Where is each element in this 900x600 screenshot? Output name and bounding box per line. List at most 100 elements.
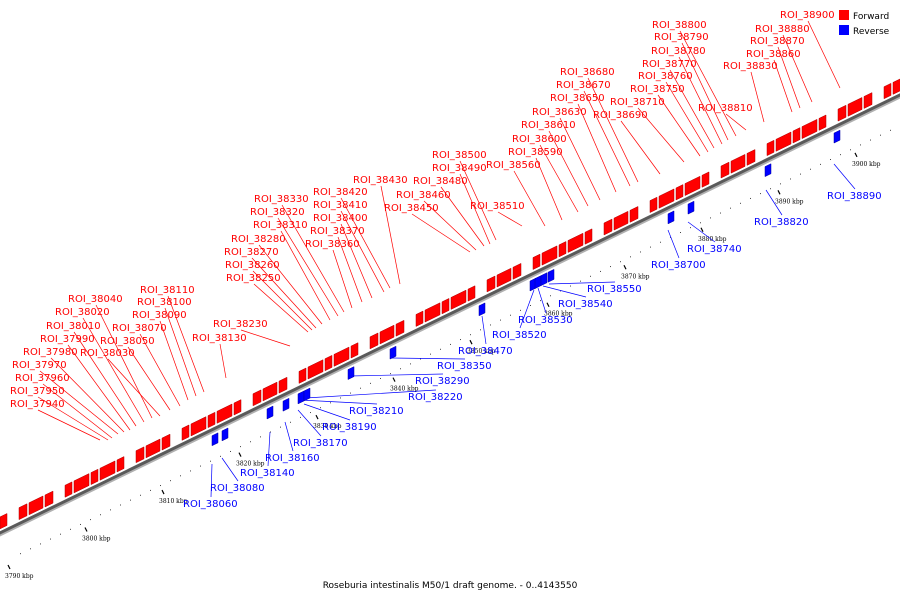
forward-gene-label: ROI_38650 <box>550 93 605 104</box>
forward-gene-label: ROI_38750 <box>630 84 685 95</box>
leader-line <box>303 403 351 421</box>
axis-dot <box>40 543 41 545</box>
forward-gene-label: ROI_38320 <box>250 207 305 218</box>
forward-gene-label: ROI_38830 <box>723 61 778 72</box>
forward-gene <box>90 468 99 486</box>
forward-gene-label: ROI_38810 <box>698 103 753 114</box>
forward-gene-label: ROI_38480 <box>413 176 468 187</box>
tick-label: 3830 kbp <box>313 423 342 430</box>
leader-line <box>679 30 737 137</box>
leader-line <box>725 113 747 131</box>
forward-gene <box>350 342 359 359</box>
forward-gene <box>467 285 476 302</box>
axis-dot <box>670 236 671 238</box>
axis-dot <box>560 290 561 292</box>
axis-dot <box>590 275 591 277</box>
reverse-gene-label: ROI_38290 <box>415 376 470 387</box>
forward-gene-label: ROI_38560 <box>486 160 541 171</box>
forward-gene <box>424 302 441 323</box>
forward-gene <box>324 354 333 372</box>
leader-line <box>340 210 385 293</box>
tick-label: 3860 kbp <box>544 311 573 318</box>
leader-line <box>139 333 181 407</box>
forward-gene-label: ROI_38360 <box>305 239 360 250</box>
forward-gene-label: ROI_38760 <box>638 71 693 82</box>
axis-dot <box>400 368 401 370</box>
axis-dot <box>220 455 221 457</box>
forward-gene <box>252 389 262 407</box>
reverse-gene-label: ROI_38550 <box>587 284 642 295</box>
forward-gene <box>116 456 125 473</box>
forward-gene-label: ROI_38400 <box>313 213 368 224</box>
leader-line <box>253 283 309 333</box>
leader-line <box>440 186 485 247</box>
forward-gene <box>675 184 684 201</box>
axis-dot <box>280 426 281 428</box>
legend-label: Reverse <box>853 27 890 37</box>
reverse-gene <box>534 275 542 289</box>
forward-gene-label: ROI_38270 <box>224 247 279 258</box>
forward-gene <box>450 289 467 310</box>
tick-label: 3880 kbp <box>698 236 727 243</box>
leader-line <box>284 421 294 452</box>
axis-dot <box>180 475 181 477</box>
forward-gene-label: ROI_38260 <box>225 260 280 271</box>
leader-line <box>42 383 113 439</box>
leader-line <box>548 281 616 285</box>
forward-gene <box>792 127 801 144</box>
axis-dot <box>870 139 871 141</box>
forward-gene-label: ROI_38780 <box>651 46 706 57</box>
reverse-gene <box>347 366 355 380</box>
axis-dot <box>690 227 691 229</box>
axis-dot <box>650 246 651 248</box>
forward-gene-label: ROI_38130 <box>192 333 247 344</box>
forward-gene-label: ROI_37960 <box>15 373 70 384</box>
reverse-gene-label: ROI_38740 <box>687 244 742 255</box>
leader-line <box>542 285 587 298</box>
axis-dot <box>860 144 861 146</box>
axis-dot <box>230 450 231 452</box>
forward-gene <box>298 367 307 384</box>
leader-line <box>127 346 171 411</box>
tick-label: 3800 kbp <box>82 536 111 543</box>
leader-line <box>340 223 373 299</box>
leader-line <box>423 200 477 251</box>
axis-dot <box>100 514 101 516</box>
forward-gene-label: ROI_38670 <box>556 80 611 91</box>
forward-gene <box>441 298 450 315</box>
axis-dot <box>360 387 361 389</box>
tick-label: 3850 kbp <box>467 348 496 355</box>
forward-gene-label: ROI_38070 <box>112 323 167 334</box>
forward-gene-label: ROI_38050 <box>100 336 155 347</box>
forward-gene <box>558 241 567 258</box>
leader-line <box>513 170 546 227</box>
reverse-gene-label: ROI_38160 <box>265 453 320 464</box>
reverse-gene-label: ROI_38520 <box>492 330 547 341</box>
axis-dot <box>290 421 291 423</box>
reverse-gene-label: ROI_38140 <box>240 468 295 479</box>
axis-dot <box>320 407 321 409</box>
axis-dot <box>190 470 191 472</box>
forward-gene <box>766 139 775 157</box>
axis-dot <box>600 270 601 272</box>
forward-gene <box>684 175 701 196</box>
axis-dot <box>90 519 91 521</box>
leader-line <box>637 107 685 163</box>
tick-mark <box>84 527 88 532</box>
tick-mark <box>546 302 550 307</box>
axis-dot <box>570 285 571 287</box>
forward-gene-label: ROI_38710 <box>610 97 665 108</box>
axis-dot <box>580 280 581 282</box>
leader-line <box>539 144 579 213</box>
forward-gene-label: ROI_38800 <box>652 20 707 31</box>
reverse-gene <box>297 390 305 405</box>
reverse-gene-label: ROI_38170 <box>293 438 348 449</box>
forward-gene <box>216 403 233 424</box>
forward-gene <box>658 188 675 209</box>
forward-gene <box>496 267 512 288</box>
forward-gene-label: ROI_38100 <box>137 297 192 308</box>
forward-gene <box>649 196 658 214</box>
leader-line <box>164 307 197 397</box>
reverse-gene <box>282 397 290 412</box>
